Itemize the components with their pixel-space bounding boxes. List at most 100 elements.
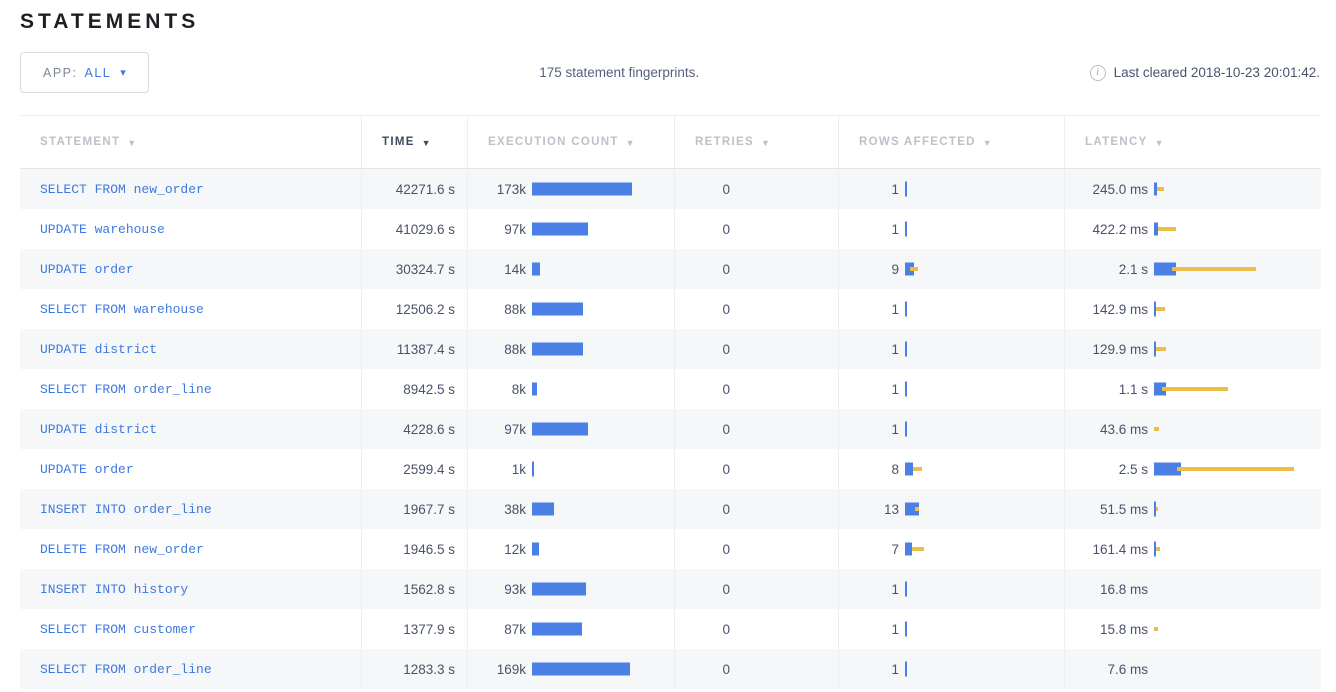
statement-link[interactable]: INSERT INTO order_line	[40, 501, 212, 517]
latency-value: 142.9 ms	[1092, 301, 1148, 317]
column-header[interactable]: STATEMENT ▼	[20, 116, 361, 168]
rows-affected-cell: 1	[838, 649, 1064, 689]
statement-cell: UPDATE order	[20, 449, 361, 489]
retries-bar	[736, 289, 838, 329]
retries-cell: 0	[674, 169, 838, 209]
retries-cell: 0	[674, 449, 838, 489]
rows-affected-bar	[905, 409, 1064, 449]
rows-affected-bar	[905, 529, 1064, 569]
rows-affected-bar	[905, 369, 1064, 409]
column-header[interactable]: RETRIES ▼	[674, 116, 838, 168]
rows-affected-cell: 1	[838, 209, 1064, 249]
statement-link[interactable]: UPDATE warehouse	[40, 221, 165, 237]
rows-affected-bar	[905, 169, 1064, 209]
column-header[interactable]: TIME ▼	[361, 116, 467, 168]
retries-bar	[736, 169, 838, 209]
info-icon[interactable]: i	[1089, 64, 1106, 81]
latency-cell: 422.2 ms	[1064, 209, 1321, 249]
latency-cell: 129.9 ms	[1064, 329, 1321, 369]
app-filter-dropdown[interactable]: APP: ALL ▾	[20, 52, 149, 93]
sort-arrow-icon: ▼	[1154, 138, 1165, 148]
statement-cell: SELECT FROM customer	[20, 609, 361, 649]
column-header-label: LATENCY	[1085, 136, 1148, 148]
statement-link[interactable]: UPDATE district	[40, 421, 158, 437]
execution-count-cell: 1k	[467, 449, 674, 489]
rows-affected-cell: 8	[838, 449, 1064, 489]
statement-link[interactable]: SELECT FROM order_line	[40, 381, 212, 397]
execution-count-bar	[532, 569, 674, 609]
statement-link[interactable]: DELETE FROM new_order	[40, 541, 204, 557]
toolbar: APP: ALL ▾ 175 statement fingerprints. i…	[20, 52, 1321, 93]
statement-link[interactable]: UPDATE district	[40, 341, 158, 357]
rows-affected-bar	[905, 209, 1064, 249]
execution-count-bar	[532, 209, 674, 249]
retries-bar	[736, 489, 838, 529]
statement-link[interactable]: SELECT FROM warehouse	[40, 301, 204, 317]
execution-count-cell: 97k	[467, 209, 674, 249]
statement-link[interactable]: UPDATE order	[40, 261, 134, 277]
time-cell: 42271.6 s	[361, 169, 467, 209]
retries-cell: 0	[674, 569, 838, 609]
retries-bar	[736, 409, 838, 449]
retries-cell: 0	[674, 369, 838, 409]
column-header[interactable]: EXECUTION COUNT ▼	[467, 116, 674, 168]
time-value: 42271.6 s	[395, 181, 455, 197]
rows-affected-cell: 9	[838, 249, 1064, 289]
statement-link[interactable]: SELECT FROM order_line	[40, 661, 212, 677]
execution-count-value: 173k	[496, 181, 526, 197]
time-cell: 12506.2 s	[361, 289, 467, 329]
statement-link[interactable]: SELECT FROM customer	[40, 621, 197, 637]
rows-affected-value: 1	[891, 581, 899, 597]
latency-bar	[1154, 289, 1321, 329]
statement-cell: SELECT FROM warehouse	[20, 289, 361, 329]
statement-link[interactable]: UPDATE order	[40, 461, 134, 477]
retries-cell: 0	[674, 489, 838, 529]
execution-count-bar	[532, 649, 674, 689]
execution-count-value: 14k	[504, 261, 526, 277]
rows-affected-cell: 7	[838, 529, 1064, 569]
statement-link[interactable]: INSERT INTO history	[40, 581, 189, 597]
retries-value: 0	[722, 261, 730, 277]
rows-affected-bar	[905, 249, 1064, 289]
rows-affected-value: 13	[883, 501, 899, 517]
execution-count-bar	[532, 169, 674, 209]
time-cell: 8942.5 s	[361, 369, 467, 409]
retries-cell: 0	[674, 649, 838, 689]
table-row: INSERT INTO order_line 1967.7 s 38k 0 13…	[20, 489, 1321, 529]
latency-bar	[1154, 649, 1321, 689]
execution-count-bar	[532, 409, 674, 449]
retries-bar	[736, 209, 838, 249]
rows-affected-bar	[905, 649, 1064, 689]
statement-count-summary: 175 statement fingerprints.	[539, 65, 700, 80]
time-cell: 1283.3 s	[361, 649, 467, 689]
retries-cell: 0	[674, 609, 838, 649]
latency-bar	[1154, 449, 1321, 489]
rows-affected-cell: 1	[838, 369, 1064, 409]
latency-value: 245.0 ms	[1092, 181, 1148, 197]
column-header-label: EXECUTION COUNT	[488, 136, 619, 148]
execution-count-cell: 14k	[467, 249, 674, 289]
column-header[interactable]: ROWS AFFECTED ▼	[838, 116, 1064, 168]
latency-bar	[1154, 329, 1321, 369]
table-row: SELECT FROM order_line 8942.5 s 8k 0 1 1…	[20, 369, 1321, 409]
execution-count-bar	[532, 289, 674, 329]
rows-affected-value: 7	[891, 541, 899, 557]
rows-affected-cell: 1	[838, 329, 1064, 369]
latency-bar	[1154, 369, 1321, 409]
statement-link[interactable]: SELECT FROM new_order	[40, 181, 204, 197]
time-cell: 1562.8 s	[361, 569, 467, 609]
rows-affected-value: 1	[891, 381, 899, 397]
column-header[interactable]: LATENCY ▼	[1064, 116, 1321, 168]
time-value: 4228.6 s	[403, 421, 455, 437]
statement-cell: SELECT FROM order_line	[20, 369, 361, 409]
execution-count-value: 8k	[511, 381, 526, 397]
retries-bar	[736, 529, 838, 569]
time-value: 2599.4 s	[403, 461, 455, 477]
table-row: UPDATE district 4228.6 s 97k 0 1 43.6 ms	[20, 409, 1321, 449]
execution-count-bar	[532, 609, 674, 649]
time-cell: 30324.7 s	[361, 249, 467, 289]
statement-cell: INSERT INTO order_line	[20, 489, 361, 529]
retries-value: 0	[722, 221, 730, 237]
retries-value: 0	[722, 461, 730, 477]
time-value: 8942.5 s	[403, 381, 455, 397]
